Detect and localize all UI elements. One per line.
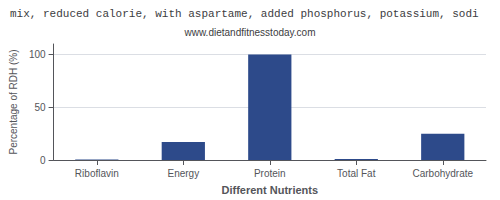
svg-text:Protein: Protein — [254, 168, 286, 179]
svg-text:50: 50 — [34, 102, 46, 113]
svg-text:0: 0 — [40, 155, 46, 166]
svg-text:Energy: Energy — [167, 168, 199, 179]
svg-text:www.dietandfitnesstoday.com: www.dietandfitnesstoday.com — [184, 27, 316, 38]
svg-text:Percentage of RDH (%): Percentage of RDH (%) — [8, 49, 19, 154]
svg-text:Different Nutrients: Different Nutrients — [222, 184, 319, 196]
svg-text:Riboflavin: Riboflavin — [75, 168, 119, 179]
svg-text:Total Fat: Total Fat — [337, 168, 376, 179]
svg-text:100: 100 — [29, 49, 46, 60]
svg-text:Carbohydrate: Carbohydrate — [412, 168, 473, 179]
svg-text:mix, reduced calorie, with asp: mix, reduced calorie, with aspartame, ad… — [10, 8, 479, 20]
